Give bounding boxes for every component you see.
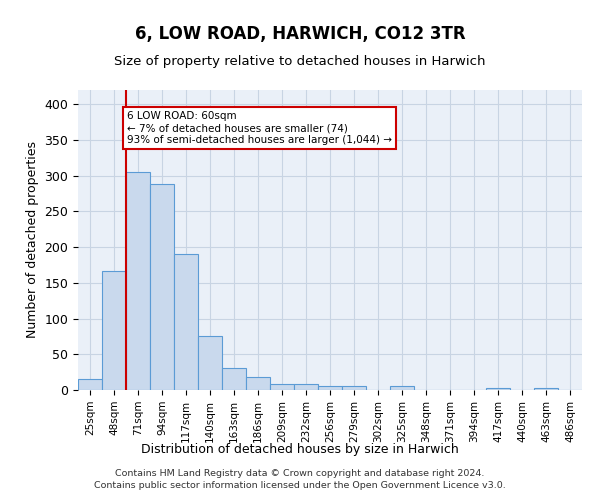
Bar [102,270,126,390]
Bar [150,184,174,390]
Bar [270,384,294,390]
Bar [246,377,270,390]
Text: Distribution of detached houses by size in Harwich: Distribution of detached houses by size … [141,442,459,456]
Bar [390,386,414,390]
Bar [222,368,246,390]
Y-axis label: Number of detached properties: Number of detached properties [26,142,39,338]
Text: Contains public sector information licensed under the Open Government Licence v3: Contains public sector information licen… [94,480,506,490]
Text: 6, LOW ROAD, HARWICH, CO12 3TR: 6, LOW ROAD, HARWICH, CO12 3TR [134,25,466,43]
Bar [486,388,510,390]
Bar [318,386,342,390]
Bar [342,386,366,390]
Bar [174,254,198,390]
Text: 6 LOW ROAD: 60sqm
← 7% of detached houses are smaller (74)
93% of semi-detached : 6 LOW ROAD: 60sqm ← 7% of detached house… [127,112,392,144]
Bar [198,336,222,390]
Bar [294,384,318,390]
Bar [78,380,102,390]
Text: Contains HM Land Registry data © Crown copyright and database right 2024.: Contains HM Land Registry data © Crown c… [115,469,485,478]
Bar [534,388,558,390]
Bar [126,172,150,390]
Text: Size of property relative to detached houses in Harwich: Size of property relative to detached ho… [114,55,486,68]
